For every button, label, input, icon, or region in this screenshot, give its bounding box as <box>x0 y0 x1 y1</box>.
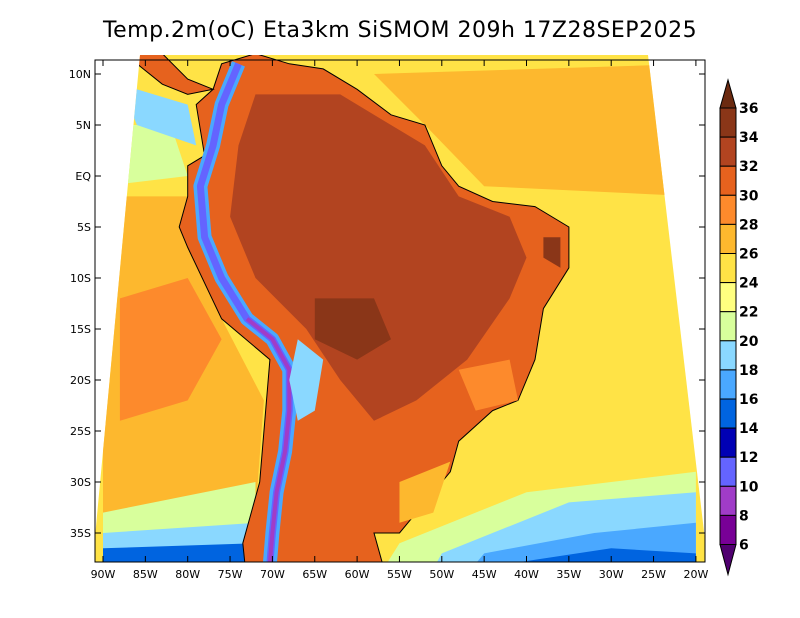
lat-label: 10N <box>69 68 91 81</box>
south-brazil-mild-area <box>399 461 451 523</box>
northeast-hottest-area <box>543 237 561 268</box>
lat-label: 20S <box>70 374 91 387</box>
lon-label: 80W <box>175 568 200 581</box>
colorbar-label: 28 <box>739 217 758 233</box>
interior-hottest-area <box>314 298 391 360</box>
map-layers <box>95 55 705 562</box>
lon-label: 75W <box>218 568 243 581</box>
lon-label: 55W <box>387 568 412 581</box>
lat-label: 30S <box>70 476 91 489</box>
colorbar-bottom-triangle <box>719 544 737 577</box>
colorbar-box <box>719 485 737 516</box>
colorbar-label: 8 <box>739 508 749 524</box>
colorbar-box <box>719 136 737 167</box>
lon-label: 25W <box>641 568 666 581</box>
colorbar-box <box>719 398 737 429</box>
lat-label: 25S <box>70 425 91 438</box>
lon-label: 85W <box>133 568 158 581</box>
andes-coldest-strip <box>245 317 292 562</box>
colorbar-box <box>719 427 737 458</box>
pacific-warmer-area <box>119 278 222 421</box>
lon-label: 20W <box>683 568 708 581</box>
colorbar-box <box>719 456 737 487</box>
colorbar-top-triangle <box>719 78 737 109</box>
colorbar-box <box>719 340 737 371</box>
southeast-mild-area <box>458 359 518 411</box>
lat-label: 15S <box>70 323 91 336</box>
lon-label: 35W <box>556 568 581 581</box>
colorbar-box <box>719 514 737 546</box>
colorbar-label: 32 <box>739 159 758 175</box>
interior-hot-area <box>230 94 527 421</box>
colorbar-label: 30 <box>739 188 759 204</box>
altiplano-area <box>289 339 324 421</box>
colorbar-label: 10 <box>739 479 759 495</box>
atlantic-warm-area <box>374 63 696 197</box>
lon-label: 70W <box>260 568 285 581</box>
colorbar-label: 20 <box>739 334 759 350</box>
lat-label: 10S <box>70 272 91 285</box>
colorbar-label: 14 <box>739 421 759 437</box>
lat-label: 35S <box>70 527 91 540</box>
colorbar-box <box>719 282 737 313</box>
map-frame <box>94 59 706 563</box>
lon-label: 30W <box>599 568 624 581</box>
colorbar-label: 34 <box>739 130 759 146</box>
colorbar-box <box>719 223 737 254</box>
central-america <box>136 55 215 95</box>
colorbar-label: 26 <box>739 247 758 263</box>
colorbar-box <box>719 194 737 225</box>
lon-label: 50W <box>429 568 454 581</box>
colorbar-label: 16 <box>739 392 758 408</box>
lon-label: 45W <box>472 568 497 581</box>
lat-label: 5S <box>77 221 91 234</box>
lon-label: 40W <box>514 568 539 581</box>
colorbar-box <box>719 165 737 196</box>
map-title: Temp.2m(oC) Eta3km SiSMOM 209h 17Z28SEP2… <box>102 18 698 43</box>
lon-label: 65W <box>302 568 327 581</box>
atlantic-colder-area <box>458 522 696 562</box>
colorbar-box <box>719 253 737 284</box>
colorbar-label: 6 <box>739 538 749 554</box>
colorbar-label: 18 <box>739 363 758 379</box>
pacific-colder-area <box>103 543 256 562</box>
colorbar-label: 24 <box>739 276 759 292</box>
colorbar-label: 12 <box>739 450 758 466</box>
lon-label: 90W <box>91 568 116 581</box>
atlantic-coldest-area <box>492 548 696 562</box>
colorbar-box <box>719 107 737 138</box>
panama-bight-cool <box>119 84 197 146</box>
colorbar-label: 36 <box>739 101 758 117</box>
colorbar-label: 22 <box>739 305 758 321</box>
lat-label: 5N <box>76 119 91 132</box>
lat-label: EQ <box>75 170 91 183</box>
colorbar-box <box>719 369 737 400</box>
colorbar-box <box>719 311 737 342</box>
lon-label: 60W <box>345 568 370 581</box>
